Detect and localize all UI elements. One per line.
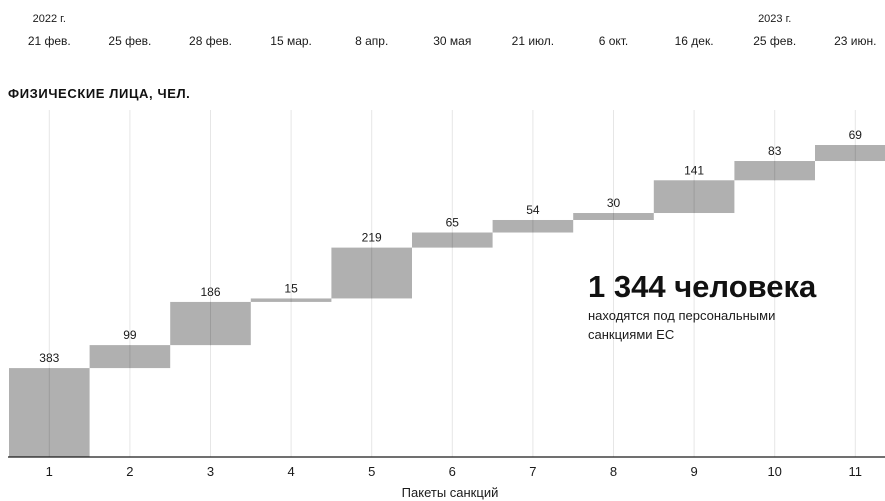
value-labels: 383 99 186 15 219 65 54 30 141 83 69	[39, 128, 862, 365]
x-axis-ticks: 1 2 3 4 5 6 7 8 9 10 11	[46, 464, 862, 479]
annotation-line-1: находятся под персональными	[588, 308, 775, 323]
value-label-6: 65	[446, 216, 460, 230]
value-label-1: 383	[39, 351, 59, 365]
year-label: 2023 г.	[758, 13, 791, 25]
x-tick-label: 9	[690, 464, 697, 479]
value-label-9: 141	[684, 163, 704, 177]
year-label: 2022 г.	[33, 13, 66, 25]
value-label-7: 54	[526, 203, 540, 217]
value-label-4: 15	[284, 281, 298, 295]
bars	[9, 145, 885, 457]
date-label: 25 фев.	[753, 34, 796, 48]
x-tick-label: 6	[449, 464, 456, 479]
x-tick-label: 7	[529, 464, 536, 479]
x-tick-label: 1	[46, 464, 53, 479]
date-label: 21 фев.	[28, 34, 71, 48]
value-label-8: 30	[607, 196, 621, 210]
section-title: ФИЗИЧЕСКИЕ ЛИЦА, ЧЕЛ.	[8, 86, 190, 101]
x-tick-label: 2	[126, 464, 133, 479]
x-tick-label: 10	[767, 464, 781, 479]
value-label-5: 219	[362, 231, 382, 245]
date-label: 23 июн.	[834, 34, 876, 48]
date-labels: 21 фев. 25 фев. 28 фев. 15 мар. 8 апр. 30 мая…	[28, 13, 877, 48]
date-label: 25 фев.	[108, 34, 151, 48]
value-label-11: 69	[849, 128, 863, 142]
x-tick-label: 4	[287, 464, 294, 479]
x-tick-label: 8	[610, 464, 617, 479]
bar-package-11	[815, 145, 885, 162]
date-label: 6 окт.	[599, 34, 629, 48]
value-label-2: 99	[123, 328, 137, 342]
x-tick-label: 11	[849, 464, 863, 479]
x-tick-label: 3	[207, 464, 214, 479]
x-tick-label: 5	[368, 464, 375, 479]
total-headline: 1 344 человека	[588, 269, 817, 304]
date-label: 16 дек.	[675, 34, 714, 48]
date-label: 15 мар.	[270, 34, 312, 48]
value-label-10: 83	[768, 144, 782, 158]
date-label: 28 фев.	[189, 34, 232, 48]
x-axis-label: Пакеты санкций	[402, 485, 499, 500]
date-label: 30 мая	[433, 34, 471, 48]
date-label: 21 июл.	[512, 34, 554, 48]
annotation-line-2: санкциями ЕС	[588, 327, 674, 342]
value-label-3: 186	[200, 285, 220, 299]
date-label: 8 апр.	[355, 34, 388, 48]
